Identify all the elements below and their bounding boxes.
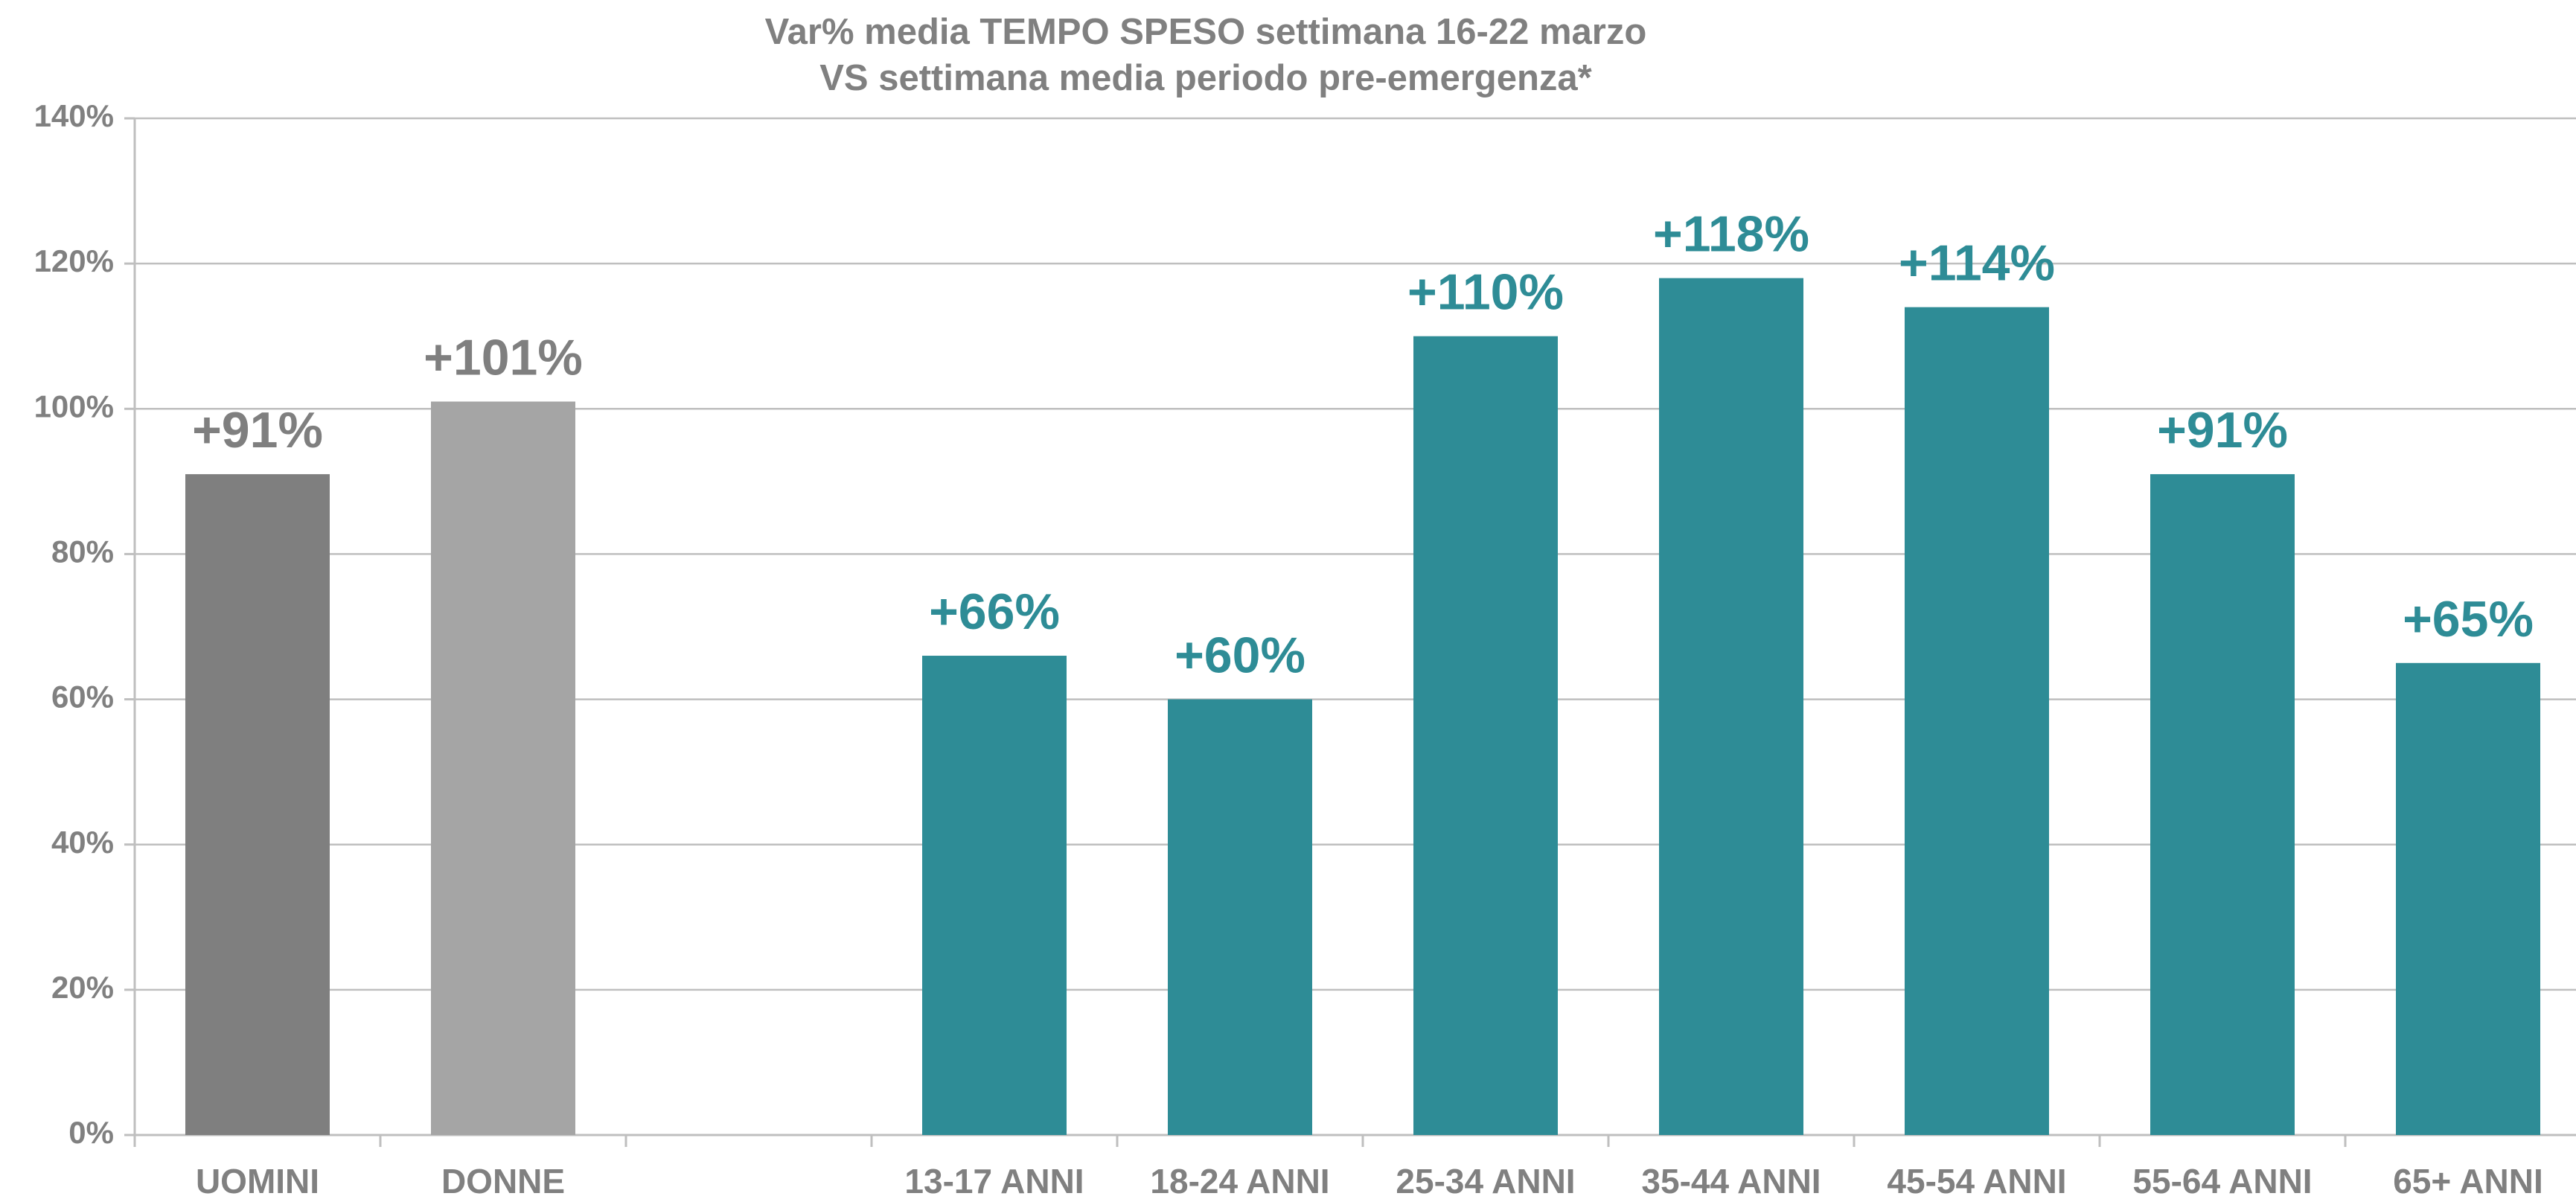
- y-tick-label: 80%: [51, 534, 114, 569]
- value-label: +60%: [1174, 627, 1305, 684]
- value-label: +91%: [192, 402, 323, 458]
- bar: [2150, 474, 2295, 1135]
- bar: [1659, 278, 1803, 1136]
- x-tick-label: 25-34 ANNI: [1396, 1162, 1575, 1201]
- value-label: +91%: [2157, 402, 2288, 458]
- y-tick-label: 120%: [34, 243, 114, 278]
- x-tick-label: 45-54 ANNI: [1887, 1162, 2066, 1201]
- value-label: +118%: [1653, 206, 1809, 263]
- bar: [1168, 699, 1312, 1135]
- bar: [922, 656, 1067, 1135]
- y-tick-label: 140%: [34, 98, 114, 133]
- chart-title: Var% media TEMPO SPESO settimana 16-22 m…: [765, 12, 1647, 52]
- x-tick-label: UOMINI: [196, 1162, 319, 1201]
- bar: [1413, 336, 1558, 1135]
- bar: [1905, 307, 2049, 1136]
- chart-subtitle: VS settimana media periodo pre-emergenza…: [819, 58, 1592, 98]
- y-tick-label: 100%: [34, 389, 114, 423]
- bar: [431, 401, 575, 1135]
- value-label: +66%: [929, 584, 1060, 640]
- x-tick-label: 18-24 ANNI: [1150, 1162, 1329, 1201]
- value-label: +101%: [424, 329, 583, 386]
- y-tick-label: 60%: [51, 680, 114, 715]
- bar: [185, 474, 330, 1135]
- x-tick-label: 65+ ANNI: [2393, 1162, 2543, 1201]
- value-label: +114%: [1899, 235, 2055, 292]
- value-label: +110%: [1407, 264, 1564, 321]
- x-tick-label: 55-64 ANNI: [2132, 1162, 2312, 1201]
- y-tick-label: 40%: [51, 825, 114, 860]
- x-tick-label: 13-17 ANNI: [904, 1162, 1084, 1201]
- bar: [2396, 662, 2540, 1135]
- y-tick-label: 0%: [68, 1115, 114, 1150]
- x-tick-label: DONNE: [441, 1162, 565, 1201]
- x-tick-label: 35-44 ANNI: [1641, 1162, 1821, 1201]
- value-label: +65%: [2403, 591, 2534, 648]
- y-tick-label: 20%: [51, 970, 114, 1005]
